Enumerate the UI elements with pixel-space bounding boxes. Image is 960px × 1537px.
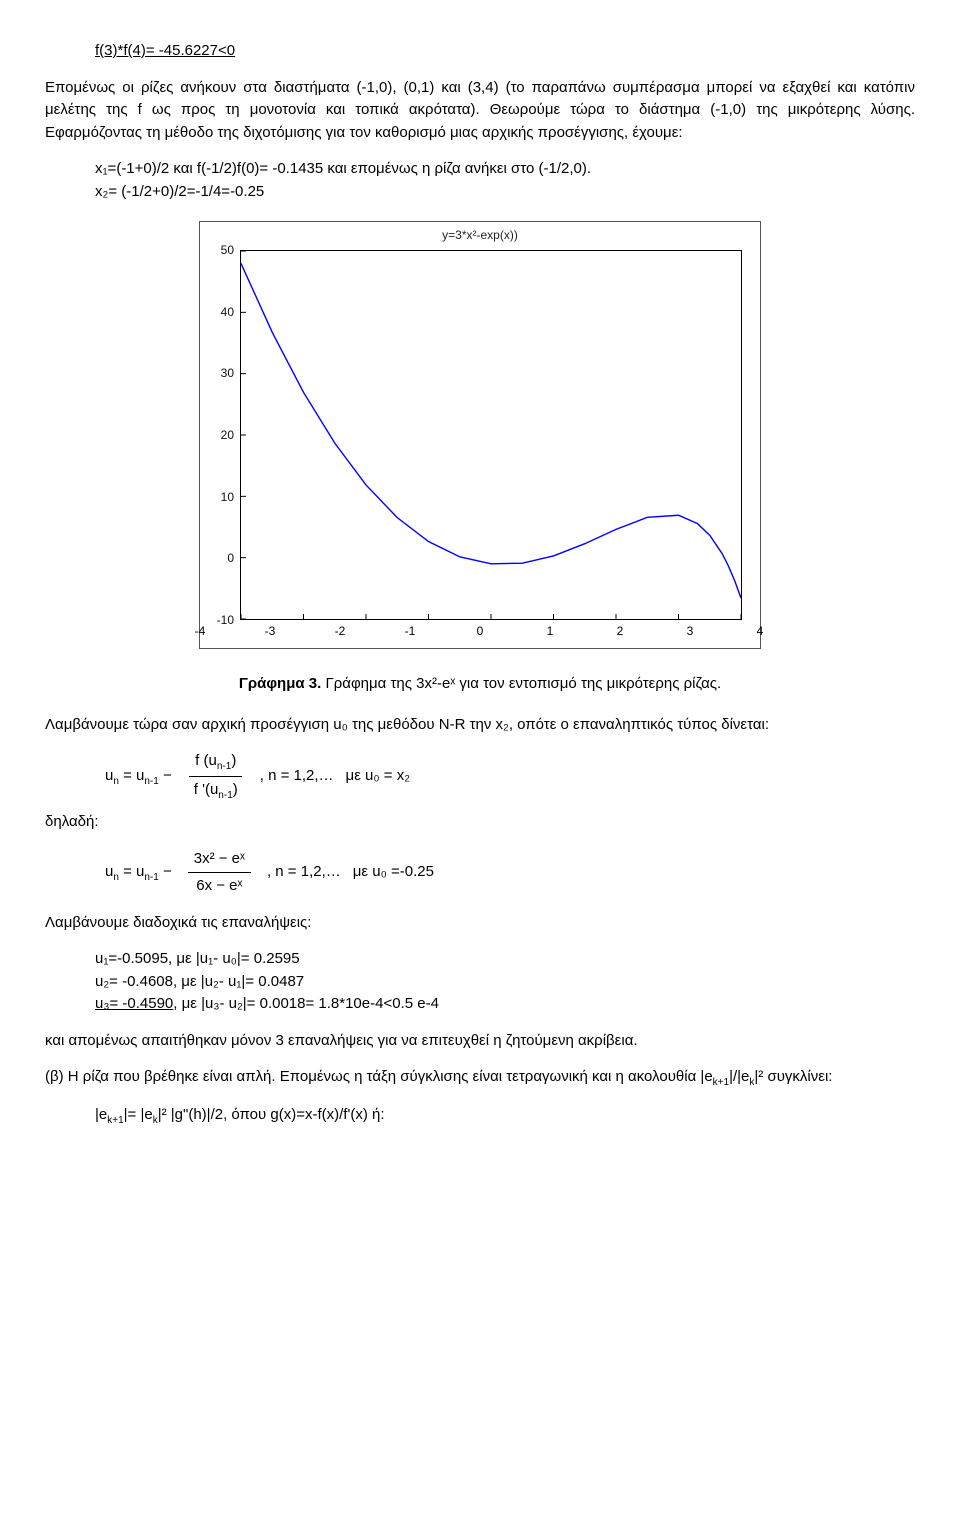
x-tick-label: -3	[265, 622, 276, 640]
chart-title: y=3*x²-exp(x))	[200, 222, 760, 250]
x-tick-label: 2	[617, 622, 624, 640]
x-tick-label: 3	[687, 622, 694, 640]
formula-2: un = un-1 − 3x² − eˣ 6x − eˣ , n = 1,2,……	[45, 848, 915, 898]
y-tick-label: 20	[221, 426, 234, 444]
diladi: δηλαδή:	[45, 811, 915, 834]
paragraph-2: Λαμβάνουμε τώρα σαν αρχική προσέγγιση u₀…	[45, 714, 915, 737]
y-tick-label: 40	[221, 303, 234, 321]
chart-container: y=3*x²-exp(x)) 50403020100-10 -4-3-2-101…	[199, 221, 761, 649]
y-tick-label: 0	[227, 549, 234, 567]
iteration-3: u₃= -0.4590, με |u₃- u₂|= 0.0018= 1.8*10…	[45, 993, 915, 1016]
caption-bold: Γράφημα 3.	[239, 675, 322, 692]
y-tick-label: 10	[221, 488, 234, 506]
formula-1: un = un-1 − f (un-1) f '(un-1) , n = 1,2…	[45, 750, 915, 803]
y-axis: 50403020100-10	[200, 250, 240, 620]
x-tick-label: 0	[477, 622, 484, 640]
x-tick-label: 4	[757, 622, 764, 640]
paragraph-1: Επομένως οι ρίζες ανήκουν στα διαστήματα…	[45, 77, 915, 145]
x-tick-label: 1	[547, 622, 554, 640]
iteration-1: u₁=-0.5095, με |u₁- u₀|= 0.2595	[45, 948, 915, 971]
paragraph-5: (β) Η ρίζα που βρέθηκε είναι απλή. Επομέ…	[45, 1066, 915, 1090]
y-tick-label: 30	[221, 364, 234, 382]
line-top: f(3)*f(4)= -45.6227<0	[95, 42, 235, 59]
x-tick-label: -2	[335, 622, 346, 640]
x2-line: x₂= (-1/2+0)/2=-1/4=-0.25	[45, 181, 915, 204]
x-tick-label: -4	[195, 622, 206, 640]
paragraph-4: και απομένως απαιτήθηκαν μόνον 3 επαναλή…	[45, 1030, 915, 1053]
caption-rest: Γράφημα της 3x²-eˣ για τον εντοπισμό της…	[321, 675, 721, 692]
y-tick-label: 50	[221, 241, 234, 259]
x-axis: -4-3-2-101234	[200, 620, 760, 648]
x1-line: x₁=(-1+0)/2 και f(-1/2)f(0)= -0.1435 και…	[45, 158, 915, 181]
chart-caption: Γράφημα 3. Γράφημα της 3x²-eˣ για τον εν…	[45, 673, 915, 696]
plot-area	[240, 250, 742, 620]
paragraph-3: Λαμβάνουμε διαδοχικά τις επαναλήψεις:	[45, 912, 915, 935]
last-equation: |ek+1|= |ek|² |g"(h)|/2, όπου g(x)=x-f(x…	[45, 1104, 915, 1128]
x-tick-label: -1	[405, 622, 416, 640]
iteration-2: u₂= -0.4608, με |u₂- u₁|= 0.0487	[45, 971, 915, 994]
